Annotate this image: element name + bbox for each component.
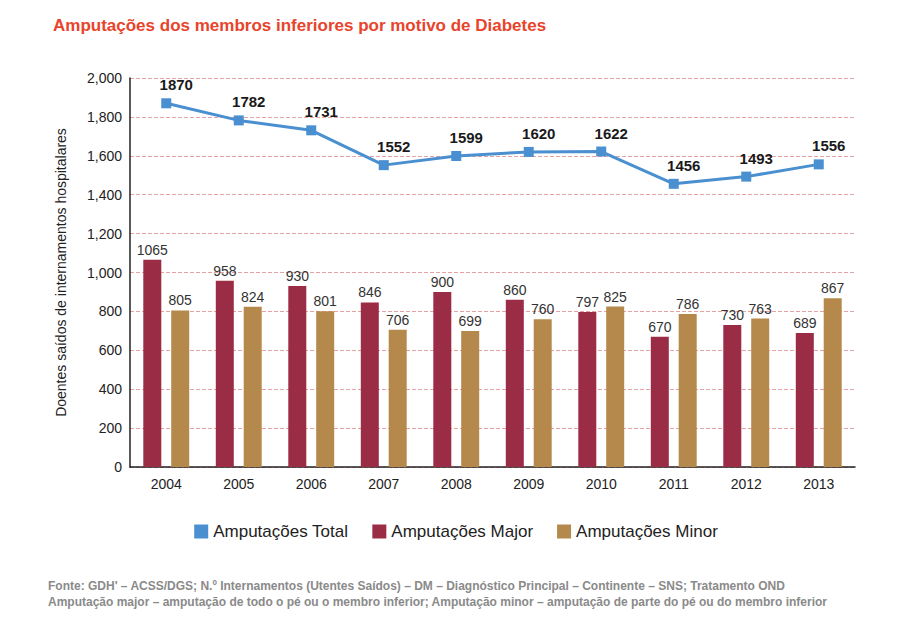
- svg-text:786: 786: [676, 296, 700, 312]
- svg-text:699: 699: [459, 313, 483, 329]
- svg-text:Amputações Minor: Amputações Minor: [576, 522, 718, 541]
- svg-text:2,000: 2,000: [87, 70, 122, 86]
- svg-text:1731: 1731: [305, 103, 338, 120]
- svg-text:Doentes saídos de internamento: Doentes saídos de internamentos hospital…: [53, 128, 69, 417]
- svg-text:Fonte: GDH' – ACSS/DGS; N.º In: Fonte: GDH' – ACSS/DGS; N.º Internamento…: [48, 579, 785, 593]
- svg-text:1493: 1493: [740, 150, 773, 167]
- svg-text:1456: 1456: [667, 157, 700, 174]
- svg-text:2011: 2011: [659, 476, 689, 492]
- svg-text:0: 0: [114, 459, 122, 475]
- svg-text:2012: 2012: [731, 476, 762, 492]
- svg-text:670: 670: [648, 319, 672, 335]
- svg-text:2013: 2013: [803, 476, 834, 492]
- svg-text:1,600: 1,600: [87, 148, 122, 164]
- svg-text:689: 689: [793, 315, 817, 331]
- svg-text:2008: 2008: [441, 476, 472, 492]
- svg-text:867: 867: [821, 280, 845, 296]
- svg-text:1870: 1870: [160, 76, 193, 93]
- svg-text:860: 860: [503, 282, 527, 298]
- svg-text:400: 400: [99, 381, 123, 397]
- svg-text:Amputação major – amputação de: Amputação major – amputação de todo o pé…: [48, 595, 827, 609]
- svg-text:797: 797: [576, 294, 600, 310]
- svg-text:763: 763: [749, 301, 773, 317]
- svg-text:Amputações Major: Amputações Major: [391, 522, 533, 541]
- svg-text:1,000: 1,000: [87, 265, 122, 281]
- svg-text:2009: 2009: [513, 476, 544, 492]
- svg-text:958: 958: [213, 263, 237, 279]
- svg-text:Amputações dos membros inferio: Amputações dos membros inferiores por mo…: [53, 16, 546, 35]
- svg-text:1782: 1782: [232, 93, 265, 110]
- svg-text:1,800: 1,800: [87, 109, 122, 125]
- svg-text:900: 900: [431, 274, 455, 290]
- svg-text:Amputações Total: Amputações Total: [213, 522, 348, 541]
- svg-text:2005: 2005: [223, 476, 254, 492]
- svg-text:706: 706: [386, 312, 410, 328]
- svg-text:1556: 1556: [812, 137, 845, 154]
- svg-text:1,200: 1,200: [87, 226, 122, 242]
- svg-text:760: 760: [531, 301, 555, 317]
- svg-text:1065: 1065: [137, 242, 168, 258]
- svg-text:930: 930: [286, 268, 310, 284]
- svg-text:2010: 2010: [586, 476, 617, 492]
- svg-text:801: 801: [314, 293, 338, 309]
- svg-text:846: 846: [358, 284, 382, 300]
- svg-text:800: 800: [99, 303, 123, 319]
- svg-text:1620: 1620: [522, 125, 555, 142]
- svg-text:2006: 2006: [296, 476, 327, 492]
- svg-text:200: 200: [99, 420, 123, 436]
- svg-text:825: 825: [604, 289, 628, 305]
- svg-text:1622: 1622: [595, 125, 628, 142]
- svg-text:730: 730: [721, 307, 745, 323]
- svg-text:1,400: 1,400: [87, 187, 122, 203]
- svg-text:2007: 2007: [368, 476, 399, 492]
- svg-text:1552: 1552: [377, 138, 410, 155]
- svg-text:2004: 2004: [151, 476, 182, 492]
- svg-text:1599: 1599: [450, 129, 483, 146]
- svg-text:600: 600: [99, 342, 123, 358]
- svg-text:805: 805: [169, 292, 193, 308]
- svg-text:824: 824: [241, 289, 265, 305]
